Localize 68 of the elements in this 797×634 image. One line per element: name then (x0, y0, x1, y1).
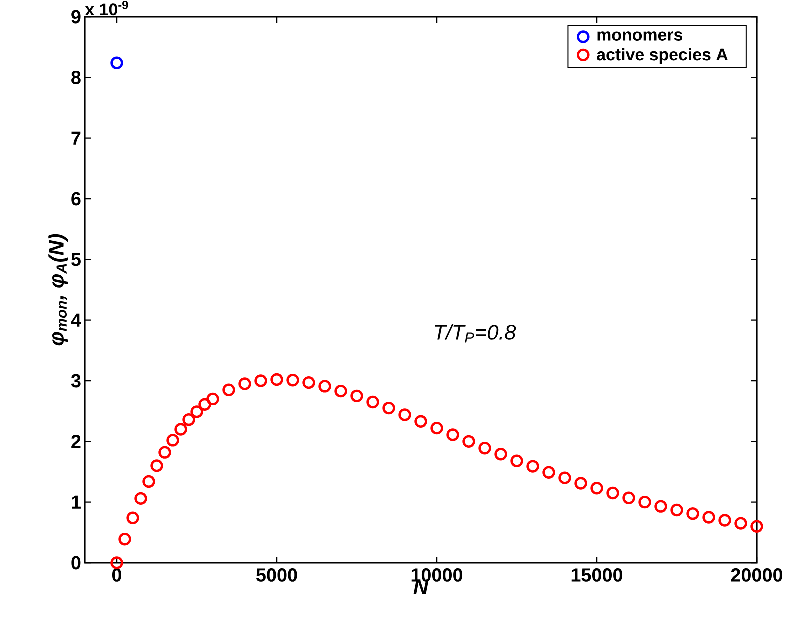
point (510, 454, 524, 468)
point (414, 415, 428, 428)
point (334, 384, 348, 398)
point (686, 508, 700, 520)
point (622, 492, 636, 504)
point (526, 460, 540, 473)
point (718, 514, 732, 527)
y-axis-title: φ$_{mon}$, φ$_{A}$(N) (48, 234, 68, 346)
point (190, 406, 204, 418)
point (198, 398, 212, 412)
point (638, 496, 652, 509)
point (158, 446, 172, 459)
point (494, 448, 508, 461)
point (110, 56, 124, 70)
x-tick-label: 10000 (412, 568, 463, 582)
x-tick-label: 15000 (572, 568, 623, 582)
point (478, 442, 492, 455)
point (574, 477, 588, 490)
point (366, 396, 380, 409)
point (150, 460, 164, 472)
point (110, 556, 124, 570)
x-tick-label: 0 (112, 568, 122, 582)
y-tick-label: 9 (72, 10, 81, 24)
y-tick-label: 5 (72, 253, 81, 266)
annotation: T/T$_{P}$=0.8 (435, 324, 516, 343)
point (118, 532, 132, 546)
point (166, 434, 180, 447)
y-tick-label: 6 (72, 192, 81, 206)
point (206, 392, 220, 406)
y-tick-label: 3 (71, 374, 81, 388)
point (302, 376, 316, 390)
point (606, 486, 620, 500)
point (270, 373, 284, 386)
point (398, 408, 412, 422)
point (382, 402, 396, 415)
point (750, 520, 764, 533)
point (462, 435, 476, 448)
x-tick-label: 20000 (731, 568, 783, 582)
point (702, 511, 716, 524)
point (654, 500, 668, 513)
legend-label: active species A (597, 48, 728, 64)
point (238, 378, 252, 390)
y-tick-label: 7 (72, 132, 81, 145)
y-tick-label: 8 (72, 70, 81, 84)
legend-label: monomers (598, 32, 682, 41)
point (142, 475, 156, 488)
point (182, 413, 196, 426)
point (430, 422, 444, 435)
point (590, 482, 604, 495)
point (542, 466, 556, 479)
point (222, 384, 236, 396)
point (126, 512, 140, 524)
point (134, 492, 148, 506)
point (558, 472, 572, 484)
y-tick-label: 2 (72, 435, 81, 448)
y-tick-label: 0 (72, 556, 81, 570)
x-tick-label: 5000 (256, 568, 298, 582)
point (446, 428, 460, 442)
point (350, 390, 364, 403)
text: x 10$^{-9}$ (85, 0, 128, 16)
point (174, 423, 188, 436)
point (670, 504, 684, 517)
y-tick-label: 4 (71, 314, 82, 327)
point (734, 517, 748, 530)
y-tick-label: 1 (72, 496, 81, 509)
point (286, 374, 300, 387)
point (254, 374, 268, 388)
point (318, 380, 332, 393)
